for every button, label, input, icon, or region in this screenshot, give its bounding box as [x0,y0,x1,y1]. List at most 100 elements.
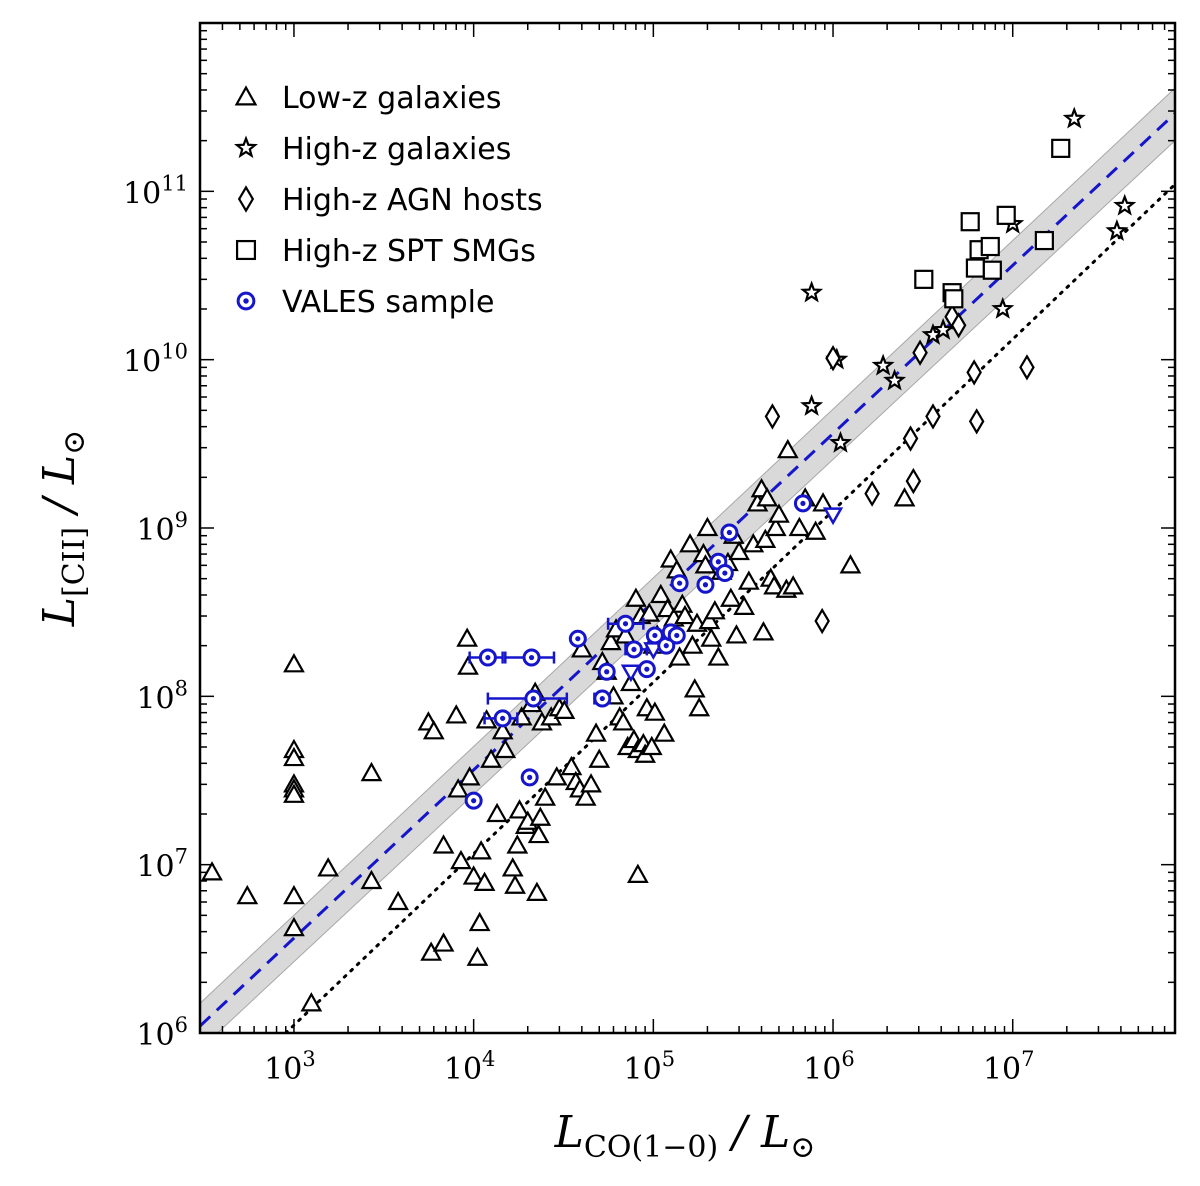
data-point [825,345,841,372]
x-tick-label: 104 [444,1047,496,1087]
data-point-center [722,570,728,576]
y-tick-label: 107 [136,845,188,885]
data-point [1105,219,1129,241]
x-axis-label: LCO(1−0) / L⊙ [554,1107,816,1165]
data-point [649,583,672,604]
data-point [570,638,593,658]
data-point-center [800,500,806,507]
data-point-center [485,654,491,661]
data-point [719,587,742,607]
data-point [696,516,719,537]
data-point-center [528,654,535,661]
data-point [883,368,907,391]
data-point [450,849,472,870]
data-point [527,823,550,844]
data-point [756,487,779,507]
data-point [996,205,1016,225]
legend-marker-circle-dot-center [243,298,249,304]
data-point [828,430,852,453]
data-point-center [652,632,658,639]
data-point [640,735,663,756]
data-point [553,699,576,719]
data-point [980,236,1000,257]
legend-marker-circle-dot [236,291,256,311]
data-point [283,884,305,905]
y-tick-label: 109 [136,508,188,548]
data-point [464,791,483,810]
data-point [637,660,656,679]
data-point [871,353,895,376]
legend-label: VALES sample [282,285,494,320]
y-tick-label: 106 [136,1013,188,1053]
data-point [520,768,539,787]
legend-marker-square [235,239,257,261]
data-point [674,604,696,625]
data-point-center [527,774,533,780]
series-vales-sample [464,494,844,810]
data-point [508,799,531,819]
data-point [931,317,955,340]
data-point [599,630,622,651]
data-point [1113,193,1137,216]
data-point [201,861,223,881]
y-axis-label: L[CII] / L⊙ [34,430,92,627]
data-point [494,738,517,759]
data-point [524,689,543,708]
x-tick-label: 103 [264,1047,316,1087]
y-tick-label: 1010 [123,340,188,380]
legend-marker-star [234,135,258,159]
data-point [624,640,643,659]
legend-item: High-z AGN hosts [237,183,543,218]
data-point [588,748,611,768]
data-point [1019,354,1035,381]
data-point [991,296,1015,319]
data-point [982,260,1002,280]
legend-label: High-z AGN hosts [282,183,543,218]
data-point [236,884,259,905]
data-point [529,806,552,826]
data-point [1062,106,1086,129]
data-point [486,802,508,823]
data-point [966,359,982,386]
data-point [864,480,880,507]
data-point [432,834,455,854]
data-point [458,766,481,786]
data-point [283,653,305,673]
data-point [493,709,512,728]
data-point-center [726,529,732,536]
data-point [283,783,305,803]
data-point [763,575,785,595]
data-point [965,258,986,278]
data-point [456,627,479,647]
data-point [360,761,383,782]
legend-marker-triangle [234,85,258,106]
legend-item: Low-z galaxies [234,81,502,116]
data-point [764,516,787,537]
data-point [491,720,514,740]
data-point [580,773,602,793]
upper-limit-marker [822,507,844,526]
data-point [683,678,706,698]
data-point [585,722,607,742]
data-point [480,748,502,768]
legend-item: VALES sample [236,285,494,320]
data-point-center [715,559,721,565]
data-point [812,492,834,512]
data-point [679,533,701,553]
data-point [667,626,686,645]
data-point [839,554,862,574]
data-point [925,403,941,430]
data-point [800,280,824,303]
data-point [782,575,805,595]
data-point-center [500,715,506,721]
x-tick-label: 107 [983,1047,1035,1087]
data-point [473,871,496,891]
data-point [733,595,755,615]
data-point [715,564,734,583]
data-point [283,746,305,767]
data-point [360,869,383,890]
data-point [432,932,455,952]
data-markers-layer [201,106,1137,1012]
data-point [914,269,934,289]
